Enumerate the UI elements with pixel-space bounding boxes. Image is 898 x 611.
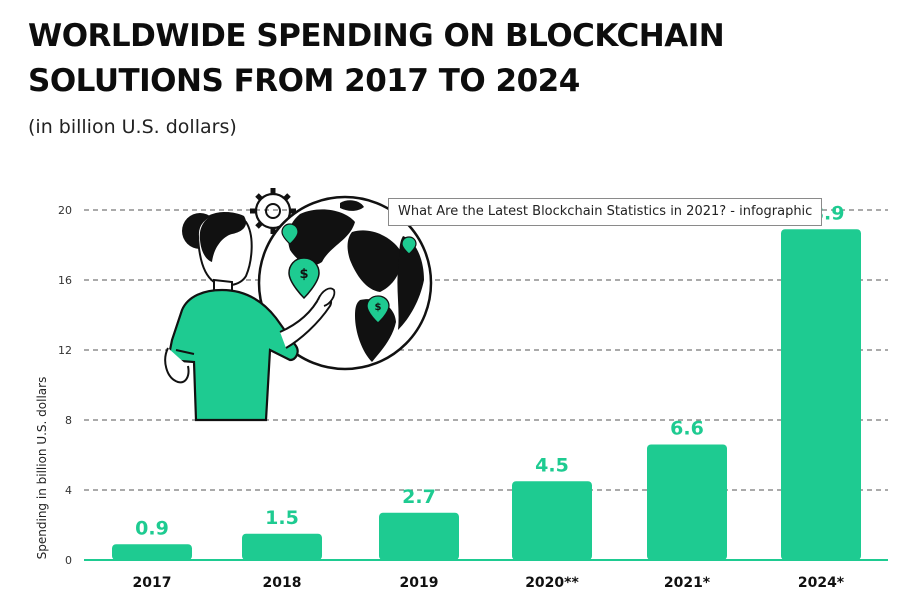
bar bbox=[512, 481, 592, 560]
svg-text:$: $ bbox=[299, 267, 308, 282]
data-label: 2.7 bbox=[402, 486, 436, 508]
x-tick-label: 2017 bbox=[133, 575, 172, 591]
y-axis-label: Spending in billion U.S. dollars bbox=[35, 377, 49, 560]
chart-title: WORLDWIDE SPENDING ON BLOCKCHAIN SOLUTIO… bbox=[28, 18, 725, 99]
y-tick-label: 12 bbox=[58, 344, 72, 357]
data-label: 0.9 bbox=[135, 517, 169, 539]
chart-subtitle: (in billion U.S. dollars) bbox=[28, 116, 237, 138]
dollar-pin-icon bbox=[401, 236, 417, 255]
y-tick-label: 4 bbox=[65, 484, 72, 497]
x-tick-label: 2018 bbox=[263, 575, 302, 591]
bar bbox=[379, 512, 459, 560]
dollar-pin-icon: $ bbox=[366, 295, 390, 324]
bar bbox=[242, 533, 322, 560]
data-label: 1.5 bbox=[265, 507, 299, 529]
image-tooltip: What Are the Latest Blockchain Statistic… bbox=[388, 198, 822, 226]
svg-text:$: $ bbox=[375, 302, 382, 313]
x-tick-label: 2020** bbox=[525, 575, 579, 591]
y-tick-label: 20 bbox=[58, 204, 72, 217]
data-label: 6.6 bbox=[670, 418, 704, 440]
x-axis-ticks: 2017 2018 2019 2020** 2021* 2024* bbox=[133, 575, 845, 591]
bar bbox=[781, 229, 861, 560]
bar bbox=[112, 544, 192, 560]
illustration: $ $ bbox=[164, 188, 433, 422]
bar bbox=[647, 444, 727, 560]
x-tick-label: 2021* bbox=[664, 575, 711, 591]
y-tick-label: 8 bbox=[65, 414, 72, 427]
y-tick-label: 0 bbox=[65, 554, 72, 567]
woman-figure-icon bbox=[164, 212, 336, 422]
x-tick-label: 2024* bbox=[798, 575, 845, 591]
data-label: 4.5 bbox=[535, 454, 569, 476]
dollar-pin-icon bbox=[281, 223, 299, 245]
y-axis-ticks: 0 4 8 12 16 20 bbox=[58, 204, 72, 567]
bars bbox=[112, 229, 861, 560]
x-tick-label: 2019 bbox=[400, 575, 439, 591]
dollar-pin-icon: $ bbox=[288, 257, 320, 300]
y-tick-label: 16 bbox=[58, 274, 72, 287]
